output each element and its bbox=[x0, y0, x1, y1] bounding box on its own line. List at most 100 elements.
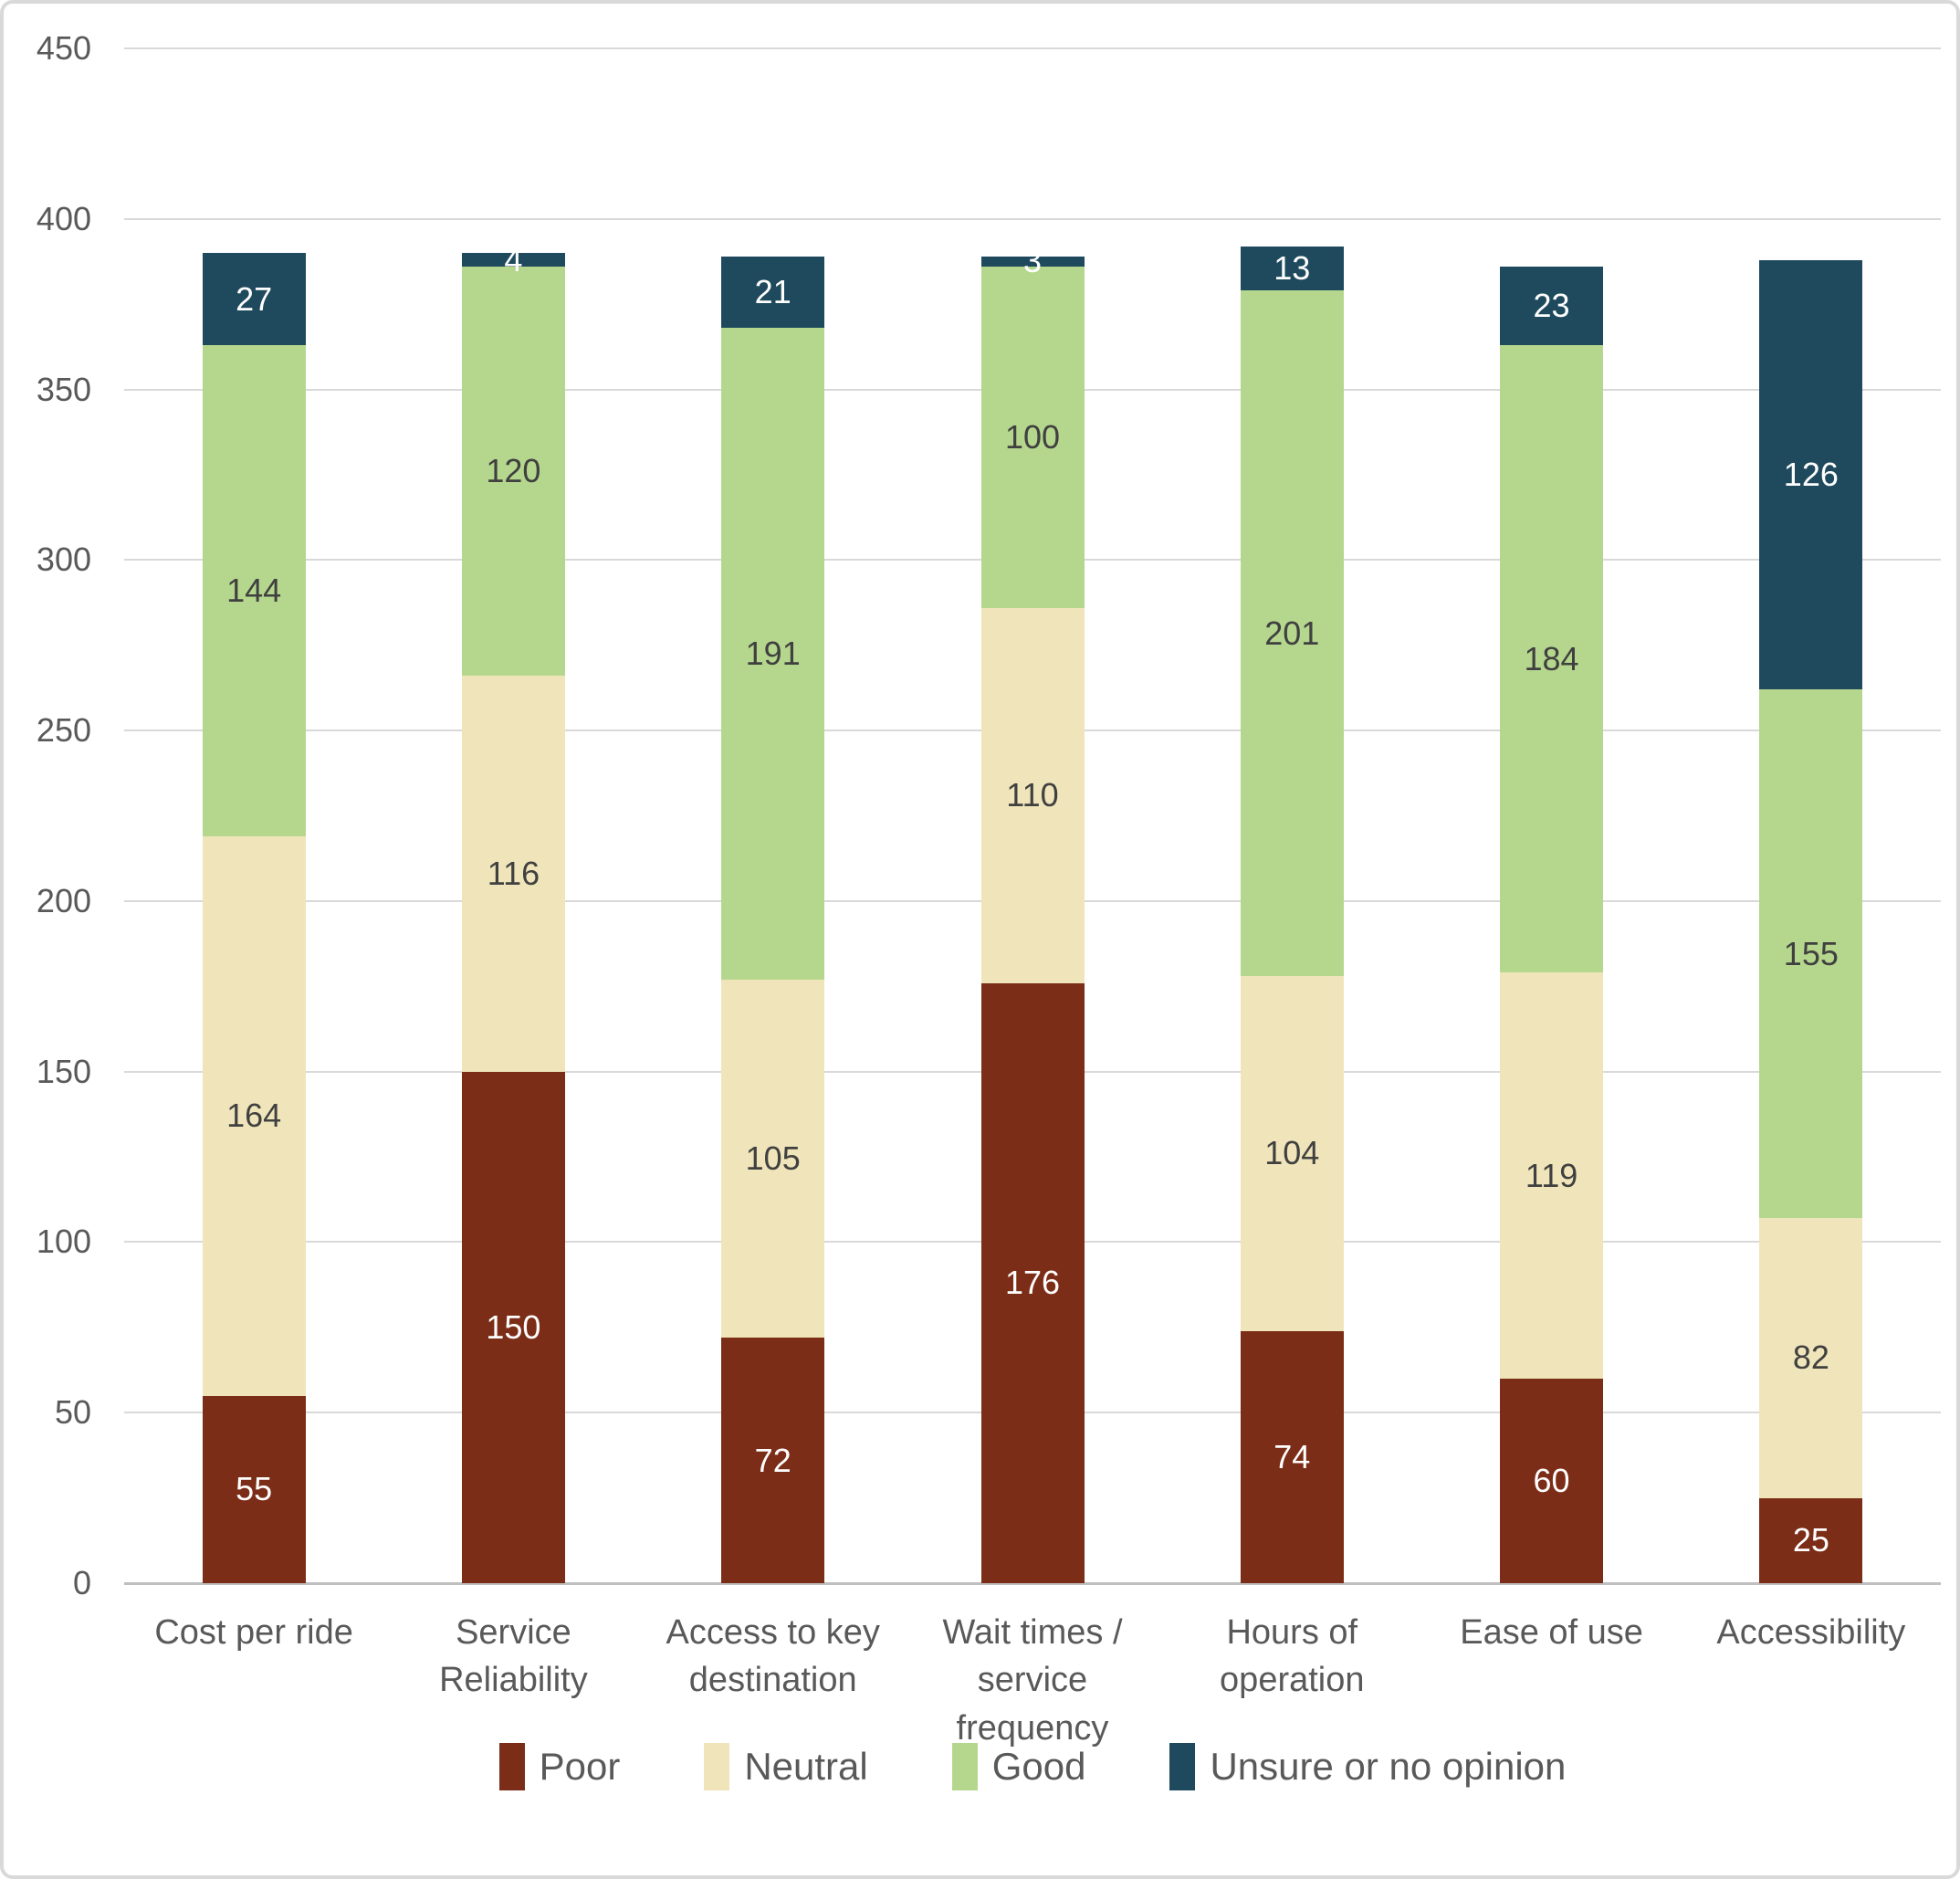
category-label-line: Service bbox=[456, 1613, 571, 1652]
bar-segment-value-label: 25 bbox=[1792, 1521, 1829, 1559]
legend-item-unsure-or-no-opinion: Unsure or no opinion bbox=[1169, 1743, 1566, 1790]
category-label-service-reliability: Service Reliability bbox=[383, 1609, 643, 1705]
category-label-ease-of-use: Ease of use bbox=[1421, 1609, 1681, 1656]
bar-segment-neutral: 110 bbox=[980, 607, 1085, 983]
legend-item-good: Good bbox=[951, 1743, 1086, 1790]
bar-segment-value-label: 120 bbox=[486, 452, 541, 490]
bar-segment-value-label: 164 bbox=[226, 1097, 282, 1135]
bar-segment-value-label: 27 bbox=[236, 279, 273, 318]
legend-label: Neutral bbox=[744, 1745, 868, 1788]
category-label-line: Ease of use bbox=[1460, 1613, 1643, 1652]
bar-segment-value-label: 82 bbox=[1792, 1338, 1829, 1377]
bar-segment-value-label: 176 bbox=[1004, 1264, 1061, 1302]
y-axis-tick-label: 300 bbox=[36, 541, 91, 579]
y-axis-tick-label: 350 bbox=[36, 370, 91, 408]
category-label-line: destination bbox=[688, 1661, 857, 1700]
category-label-line: service bbox=[977, 1661, 1088, 1700]
y-axis-tick-label: 50 bbox=[54, 1393, 91, 1432]
legend-label: Good bbox=[991, 1745, 1086, 1788]
bar-segment-poor: 74 bbox=[1240, 1330, 1344, 1583]
category-label-hours-of-operation: Hours of operation bbox=[1162, 1609, 1421, 1705]
x-axis-baseline bbox=[124, 1582, 1941, 1585]
category-label-line: operation bbox=[1220, 1661, 1365, 1700]
bar-segment-unsure-or-no-opinion: 13 bbox=[1240, 246, 1344, 291]
category-label-access-to-key-destination: Access to key destination bbox=[644, 1609, 903, 1705]
bar-segment-neutral: 82 bbox=[1759, 1218, 1863, 1498]
bar-segment-neutral: 104 bbox=[1240, 976, 1344, 1331]
y-axis-tick-label: 450 bbox=[36, 29, 91, 67]
bar-segment-value-label: 110 bbox=[1006, 776, 1059, 814]
bar-segment-unsure-or-no-opinion: 23 bbox=[1500, 267, 1604, 345]
bar-segment-good: 120 bbox=[461, 267, 565, 677]
category-label-cost-per-ride: Cost per ride bbox=[124, 1609, 383, 1656]
bar-segment-value-label: 74 bbox=[1273, 1437, 1311, 1475]
category-label-line: Reliability bbox=[439, 1661, 588, 1700]
gridline bbox=[124, 47, 1941, 49]
bar-segment-value-label: 72 bbox=[754, 1441, 791, 1479]
bar-segment-poor: 25 bbox=[1759, 1497, 1863, 1583]
gridline bbox=[124, 217, 1941, 220]
y-axis-tick-label: 400 bbox=[36, 199, 91, 237]
bar-segment-good: 184 bbox=[1500, 344, 1604, 973]
bar-segment-value-label: 60 bbox=[1533, 1461, 1570, 1499]
bar-segment-value-label: 104 bbox=[1264, 1134, 1320, 1172]
bar-segment-value-label: 150 bbox=[486, 1307, 541, 1346]
legend: Poor Neutral Good Unsure or no opinion bbox=[124, 1743, 1941, 1790]
legend-swatch-good bbox=[951, 1743, 978, 1790]
bar-segment-unsure-or-no-opinion: 3 bbox=[980, 245, 1085, 278]
bar-segment-neutral: 119 bbox=[1500, 972, 1604, 1379]
bar-segment-value-label: 116 bbox=[487, 854, 540, 892]
bar-segment-value-label: 126 bbox=[1783, 455, 1839, 493]
bar-segment-value-label: 100 bbox=[1004, 417, 1061, 456]
bar-segment-value-label: 201 bbox=[1264, 614, 1320, 652]
category-label-line: Access to key bbox=[666, 1613, 880, 1652]
bar-segment-value-label: 191 bbox=[745, 635, 801, 673]
bar-segment-value-label: 105 bbox=[745, 1139, 801, 1177]
y-axis-tick-label: 250 bbox=[36, 711, 91, 750]
bar-segment-good: 155 bbox=[1759, 689, 1863, 1219]
bar-segment-value-label: 184 bbox=[1524, 639, 1579, 677]
category-label-line: Cost per ride bbox=[154, 1613, 353, 1652]
legend-swatch-unsure-or-no-opinion bbox=[1169, 1743, 1196, 1790]
bar-segment-value-label: 23 bbox=[1533, 287, 1570, 325]
y-axis-tick-label: 0 bbox=[72, 1564, 91, 1601]
bar-segment-unsure-or-no-opinion: 21 bbox=[721, 256, 825, 329]
bar-segment-value-label: 155 bbox=[1783, 934, 1839, 972]
bar-segment-poor: 60 bbox=[1500, 1378, 1604, 1583]
bar-segment-poor: 150 bbox=[461, 1071, 565, 1583]
bar-segment-neutral: 105 bbox=[721, 979, 825, 1338]
bar-segment-value-label: 3 bbox=[1022, 242, 1043, 280]
legend-item-neutral: Neutral bbox=[704, 1743, 868, 1790]
bar-segment-good: 100 bbox=[980, 267, 1085, 608]
legend-label: Poor bbox=[539, 1745, 621, 1788]
bar-segment-unsure-or-no-opinion: 126 bbox=[1759, 259, 1863, 690]
bar-segment-poor: 176 bbox=[980, 982, 1085, 1583]
bar-segment-unsure-or-no-opinion: 4 bbox=[461, 243, 565, 276]
y-axis-tick-label: 100 bbox=[36, 1223, 91, 1261]
category-label-line: Wait times / bbox=[942, 1613, 1123, 1652]
bar-segment-value-label: 4 bbox=[504, 240, 523, 278]
bar-segment-neutral: 164 bbox=[202, 835, 306, 1396]
bar-segment-poor: 72 bbox=[721, 1338, 825, 1583]
legend-swatch-neutral bbox=[704, 1743, 730, 1790]
bar-segment-poor: 55 bbox=[202, 1395, 306, 1583]
bar-segment-good: 191 bbox=[721, 328, 825, 980]
category-label-line: Accessibility bbox=[1716, 1613, 1906, 1652]
bar-segment-value-label: 13 bbox=[1273, 248, 1311, 287]
bar-segment-neutral: 116 bbox=[461, 676, 565, 1072]
category-label-wait-times-service-frequency: Wait times / service frequency bbox=[903, 1609, 1162, 1752]
category-label-accessibility: Accessibility bbox=[1682, 1609, 1941, 1656]
bar-segment-good: 201 bbox=[1240, 290, 1344, 977]
bar-segment-value-label: 55 bbox=[236, 1470, 273, 1508]
legend-item-poor: Poor bbox=[498, 1743, 621, 1790]
bar-segment-unsure-or-no-opinion: 27 bbox=[202, 253, 306, 345]
legend-swatch-poor bbox=[498, 1743, 525, 1790]
bar-segment-value-label: 144 bbox=[226, 571, 282, 609]
y-axis-tick-label: 200 bbox=[36, 881, 91, 919]
bar-segment-value-label: 119 bbox=[1525, 1156, 1578, 1194]
category-label-line: Hours of bbox=[1226, 1613, 1358, 1652]
legend-label: Unsure or no opinion bbox=[1210, 1745, 1567, 1788]
bar-segment-value-label: 21 bbox=[754, 273, 791, 311]
category-label-line: frequency bbox=[956, 1708, 1109, 1748]
